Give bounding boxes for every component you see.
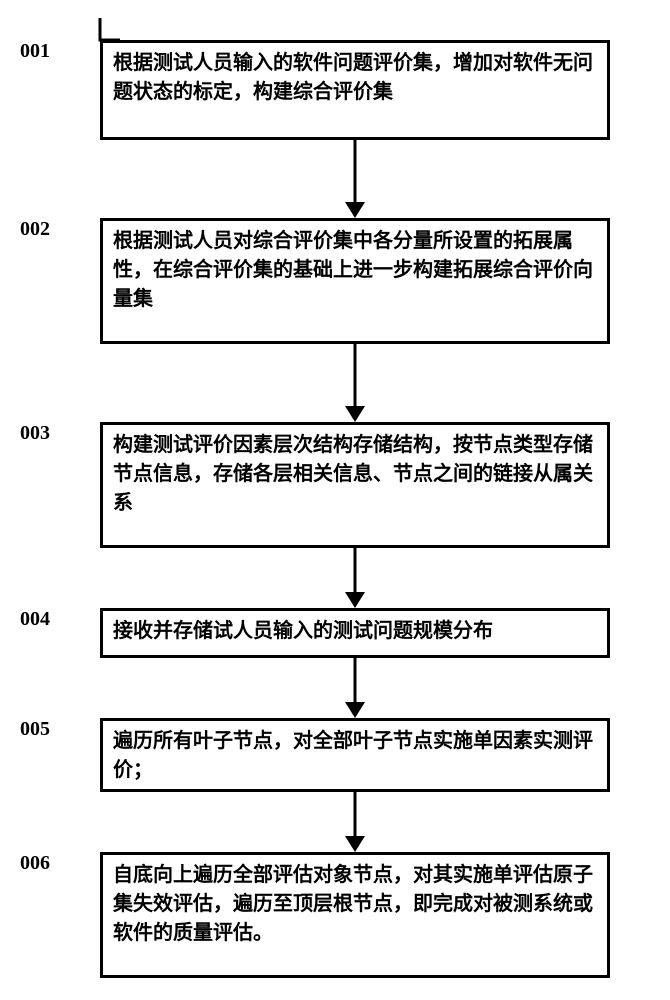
step-box-006: 自底向上遍历全部评估对象节点，对其实施单评估原子集失效评估，遍历至顶层根节点，即… (100, 852, 610, 978)
step-label-003: 003 (20, 422, 50, 445)
step-box-005: 遍历所有叶子节点，对全部叶子节点实施单因素实测评价； (100, 718, 610, 792)
step-box-001: 根据测试人员输入的软件问题评价集，增加对软件无问题状态的标定，构建综合评价集 (100, 40, 610, 140)
step-label-005: 005 (20, 718, 50, 741)
step-box-003: 构建测试评价因素层次结构存储结构，按节点类型存储节点信息，存储各层相关信息、节点… (100, 422, 610, 548)
step-box-002: 根据测试人员对综合评价集中各分量所设置的拓展属性，在综合评价集的基础上进一步构建… (100, 218, 610, 344)
step-box-004: 接收并存储试人员输入的测试问题规模分布 (100, 608, 610, 658)
step-label-002: 002 (20, 218, 50, 241)
flowchart-canvas: 001 根据测试人员输入的软件问题评价集，增加对软件无问题状态的标定，构建综合评价… (0, 0, 670, 1000)
step-label-001: 001 (20, 40, 50, 63)
step-label-006: 006 (20, 852, 50, 875)
step-label-004: 004 (20, 608, 50, 631)
